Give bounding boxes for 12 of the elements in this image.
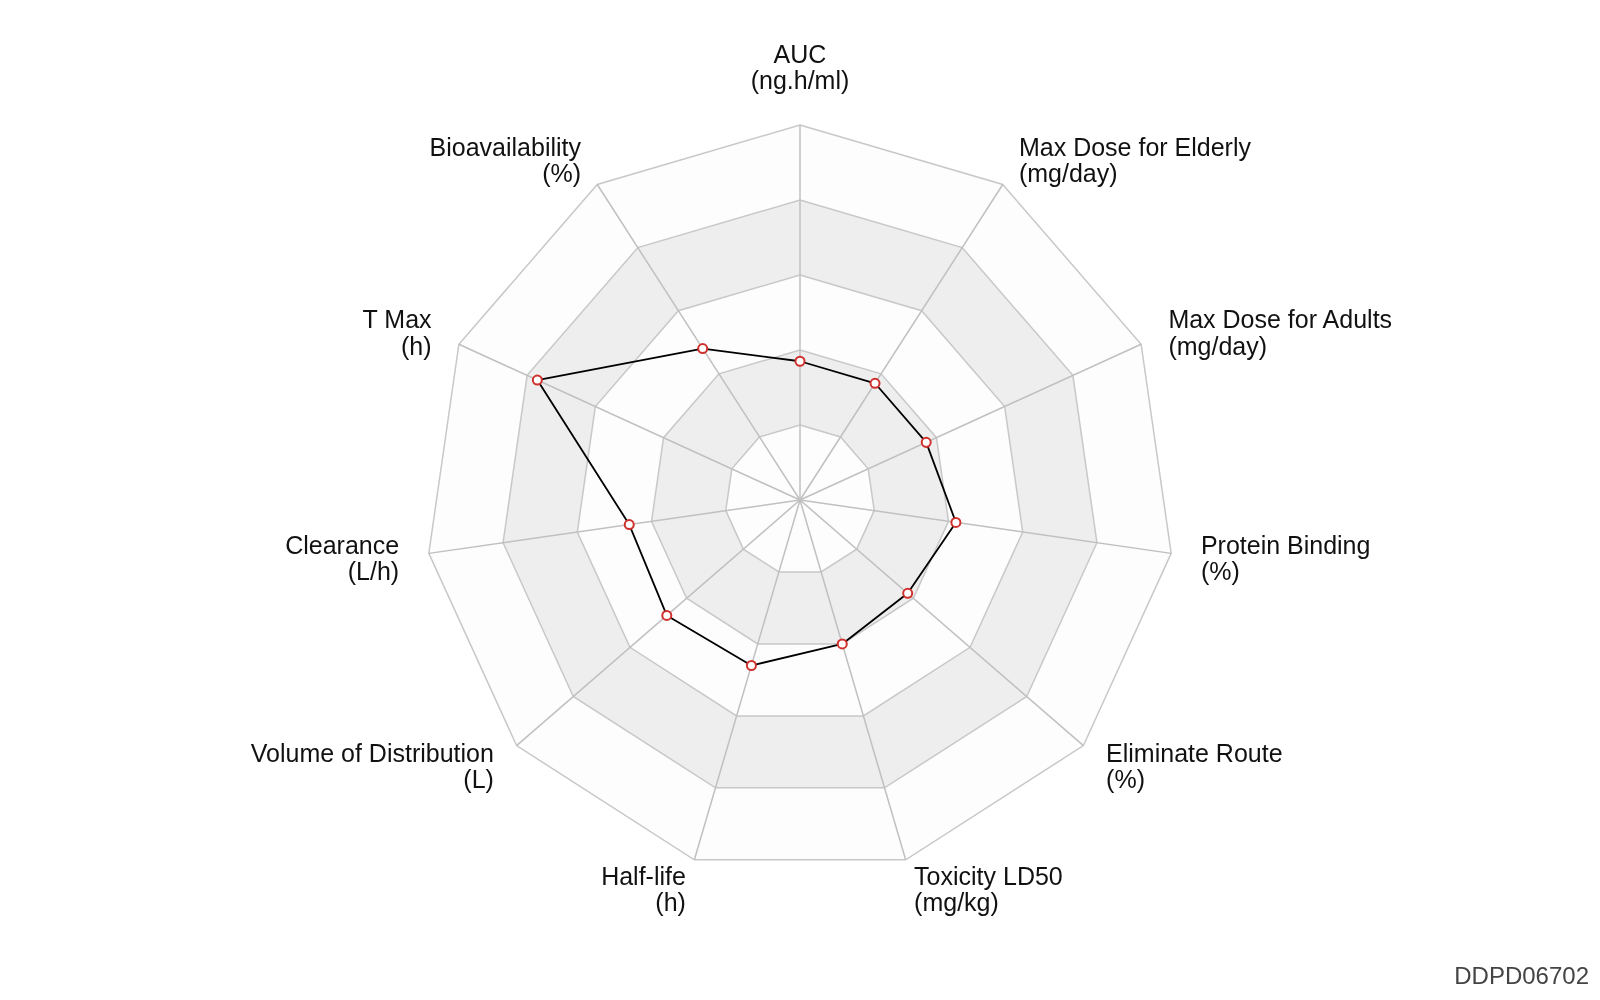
spoke-label: Max Dose for Elderly (mg/day) bbox=[1018, 132, 1252, 188]
spoke-label: Toxicity LD50 (mg/kg) bbox=[914, 861, 1063, 917]
text: DDPD06702 bbox=[1454, 962, 1589, 989]
spoke-label: Volume of Distribution (L) bbox=[250, 738, 494, 794]
spoke-label: Half-life (h) bbox=[601, 861, 686, 917]
spoke-label: Eliminate Route (%) bbox=[1106, 738, 1283, 794]
spoke-label: Max Dose for Adults (mg/day) bbox=[1168, 305, 1393, 360]
spoke-label: AUC (ng.h/ml) bbox=[750, 39, 850, 94]
spoke-label: Protein Binding (%) bbox=[1200, 530, 1371, 586]
spoke-label: Clearance (L/h) bbox=[285, 530, 400, 586]
spoke-label: Bioavailability (%) bbox=[429, 132, 582, 188]
spoke-label: T Max (h) bbox=[362, 305, 433, 360]
